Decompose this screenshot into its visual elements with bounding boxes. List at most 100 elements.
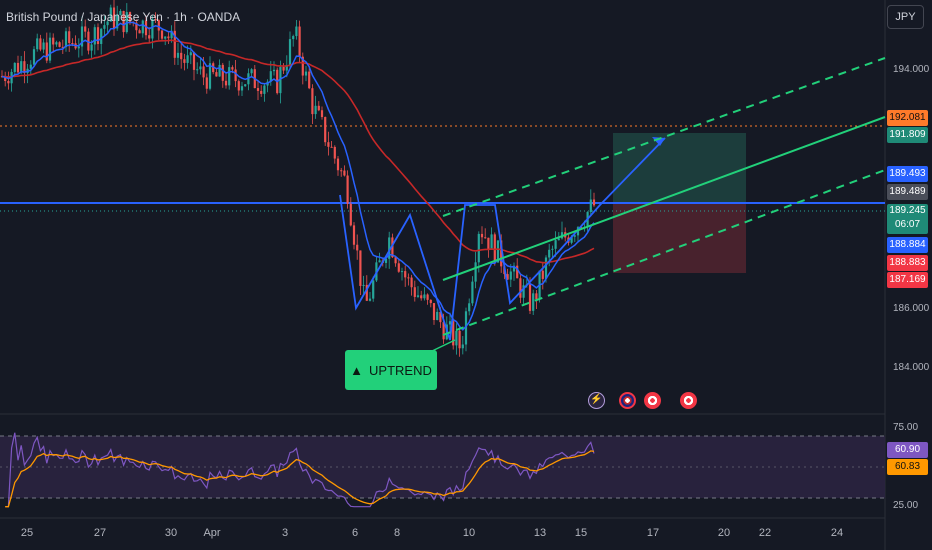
candle-body[interactable] xyxy=(183,59,186,63)
candle-body[interactable] xyxy=(160,30,164,39)
candle-body[interactable] xyxy=(324,117,327,143)
candle-body[interactable] xyxy=(352,225,356,245)
candle-body[interactable] xyxy=(237,81,240,91)
currency-button[interactable]: JPY xyxy=(887,5,924,29)
candle-body[interactable] xyxy=(250,69,253,74)
candle-body[interactable] xyxy=(176,52,180,58)
candle-body[interactable] xyxy=(199,66,202,70)
candle-body[interactable] xyxy=(148,35,151,39)
candle-body[interactable] xyxy=(580,227,583,229)
candle-body[interactable] xyxy=(39,38,42,50)
candle-body[interactable] xyxy=(170,30,173,39)
red-event-icon[interactable] xyxy=(680,392,697,409)
candle-body[interactable] xyxy=(477,233,480,263)
candle-body[interactable] xyxy=(52,37,55,45)
candle-body[interactable] xyxy=(535,293,538,300)
candle-body[interactable] xyxy=(151,19,154,39)
candle-body[interactable] xyxy=(68,31,71,43)
candle-body[interactable] xyxy=(7,80,10,84)
candle-body[interactable] xyxy=(548,249,551,258)
candle-body[interactable] xyxy=(304,71,308,76)
candle-body[interactable] xyxy=(61,46,64,48)
candle-body[interactable] xyxy=(314,105,317,115)
uk-flag-icon[interactable] xyxy=(619,392,636,409)
rsi-line[interactable] xyxy=(5,432,595,508)
candle-body[interactable] xyxy=(221,64,224,81)
candle-body[interactable] xyxy=(218,64,221,77)
candle-body[interactable] xyxy=(234,69,237,82)
candle-body[interactable] xyxy=(244,84,247,87)
candle-body[interactable] xyxy=(400,271,404,273)
candle-body[interactable] xyxy=(320,110,324,118)
candle-body[interactable] xyxy=(308,71,311,89)
candle-body[interactable] xyxy=(279,66,282,94)
candle-body[interactable] xyxy=(112,7,116,29)
candle-body[interactable] xyxy=(96,27,100,44)
candle-body[interactable] xyxy=(378,260,381,263)
candle-body[interactable] xyxy=(468,303,471,312)
candle-body[interactable] xyxy=(333,146,336,159)
candle-body[interactable] xyxy=(570,236,573,243)
candle-body[interactable] xyxy=(522,285,525,298)
candle-body[interactable] xyxy=(317,105,320,111)
candle-body[interactable] xyxy=(461,344,464,349)
candle-body[interactable] xyxy=(135,22,138,31)
candle-body[interactable] xyxy=(343,170,346,176)
candle-body[interactable] xyxy=(256,88,260,91)
candle-body[interactable] xyxy=(103,25,106,29)
candle-body[interactable] xyxy=(141,20,144,34)
candle-body[interactable] xyxy=(330,146,333,148)
candle-body[interactable] xyxy=(423,294,426,299)
candle-body[interactable] xyxy=(359,250,362,286)
lightning-icon[interactable]: ⚡ xyxy=(588,392,605,409)
candle-body[interactable] xyxy=(346,175,349,204)
candle-body[interactable] xyxy=(80,26,84,47)
candle-body[interactable] xyxy=(519,278,522,298)
candle-body[interactable] xyxy=(64,31,68,48)
candle-body[interactable] xyxy=(116,15,119,29)
candle-body[interactable] xyxy=(384,258,388,263)
candle-body[interactable] xyxy=(48,37,52,61)
candle-body[interactable] xyxy=(589,199,592,213)
candle-body[interactable] xyxy=(541,270,544,279)
candle-body[interactable] xyxy=(336,158,340,171)
candle-body[interactable] xyxy=(420,295,423,299)
candle-body[interactable] xyxy=(288,39,292,66)
candle-body[interactable] xyxy=(391,237,394,258)
candle-body[interactable] xyxy=(573,235,576,237)
candle-body[interactable] xyxy=(426,294,429,300)
candle-body[interactable] xyxy=(474,262,477,282)
candle-body[interactable] xyxy=(208,63,212,89)
candle-body[interactable] xyxy=(404,271,407,278)
candle-body[interactable] xyxy=(196,69,199,71)
candle-body[interactable] xyxy=(122,10,125,33)
candle-body[interactable] xyxy=(224,80,228,86)
candle-body[interactable] xyxy=(128,12,132,22)
candle-body[interactable] xyxy=(484,237,487,239)
candle-body[interactable] xyxy=(23,61,26,73)
candle-body[interactable] xyxy=(45,42,48,61)
candle-body[interactable] xyxy=(487,237,490,250)
candle-body[interactable] xyxy=(36,38,39,50)
candle-body[interactable] xyxy=(410,277,413,288)
candle-body[interactable] xyxy=(205,77,208,89)
candle-body[interactable] xyxy=(532,293,535,311)
candle-body[interactable] xyxy=(413,287,416,297)
candle-body[interactable] xyxy=(500,240,503,267)
candle-body[interactable] xyxy=(189,52,192,56)
candle-body[interactable] xyxy=(138,30,141,34)
candle-body[interactable] xyxy=(436,311,439,321)
candle-body[interactable] xyxy=(506,274,509,280)
candle-body[interactable] xyxy=(84,26,87,32)
candle-body[interactable] xyxy=(285,65,288,71)
candle-body[interactable] xyxy=(362,284,365,286)
candle-body[interactable] xyxy=(455,330,458,346)
candle-body[interactable] xyxy=(20,61,23,73)
candle-body[interactable] xyxy=(554,240,557,249)
candle-body[interactable] xyxy=(544,257,548,279)
candle-body[interactable] xyxy=(144,20,148,36)
candle-body[interactable] xyxy=(493,234,496,263)
red-event-icon[interactable] xyxy=(644,392,661,409)
candle-body[interactable] xyxy=(42,42,45,50)
